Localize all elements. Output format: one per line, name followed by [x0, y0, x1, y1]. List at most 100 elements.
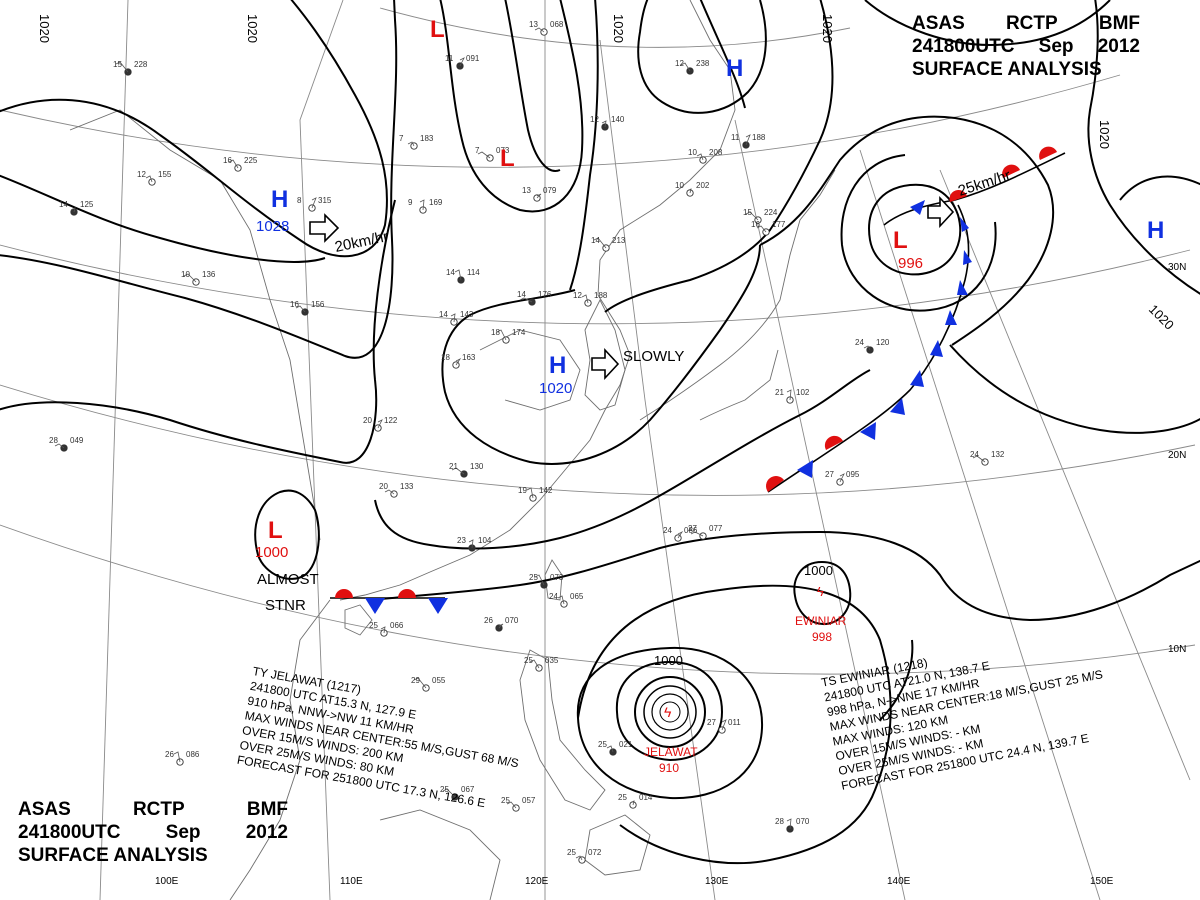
station-pressure: 122: [384, 416, 398, 425]
lon-labels: 100E 110E 120E 130E 140E 150E: [155, 876, 1114, 887]
borneo-coast: [379, 809, 501, 900]
station-pressure: 188: [594, 291, 608, 300]
isobar-ring: [634, 676, 706, 748]
station-plot: 224 15: [743, 208, 778, 224]
title-time-row: 241800UTC Sep 2012: [18, 821, 288, 844]
station-temperature: 25: [440, 785, 449, 794]
cold-front-triangle: [797, 460, 813, 478]
wind-barb: [455, 357, 462, 366]
station-temperature: 24: [855, 338, 864, 347]
station-plot: 086 24: [663, 526, 698, 542]
cold-front-triangle: [860, 422, 876, 440]
isobar-line: [1087, 0, 1200, 295]
isobar-line: [569, 0, 599, 291]
stationary-label: STNR: [265, 597, 306, 614]
station-plot: 143 14: [439, 310, 474, 326]
station-temperature: 9: [408, 198, 413, 207]
station-plot: 132 24: [970, 450, 1005, 466]
station-plot: 140 12: [590, 115, 625, 131]
wind-barb: [745, 134, 751, 146]
station-temperature: 10: [181, 270, 190, 279]
wind-barb: [459, 57, 465, 67]
isobar-line: [699, 0, 746, 109]
wind-barb: [756, 225, 767, 233]
isobar-line: [369, 530, 1200, 622]
parallel-line: [0, 524, 1196, 675]
station-temperature: 12: [590, 115, 599, 124]
wind-barb: [380, 626, 386, 634]
lon-label: 100E: [155, 876, 179, 887]
station-plot: 066 25: [369, 621, 404, 637]
cold-front-triangle: [945, 310, 957, 325]
station-temperature: 20: [379, 482, 388, 491]
warm-front-semicircle: [1039, 146, 1057, 160]
isobar-line: [604, 0, 834, 313]
wind-barb: [534, 574, 545, 586]
wind-barb: [450, 313, 456, 323]
title-time: 241800UTC: [912, 36, 1015, 57]
isobar-line: [0, 0, 388, 258]
station-plot: 035 25: [524, 656, 559, 672]
cold-front-triangle: [890, 398, 905, 415]
wind-barb: [183, 273, 197, 283]
low-center-marker: L: [893, 227, 908, 254]
station-temperature: 13: [529, 20, 538, 29]
station-plot: 163 18: [441, 353, 476, 369]
wind-barb: [601, 120, 607, 128]
title-agency-row: ASAS RCTP BMF: [912, 12, 1140, 35]
wind-barb: [972, 455, 986, 463]
station-temperature: 13: [522, 186, 531, 195]
station-pressure: 176: [538, 290, 552, 299]
wind-barb: [145, 175, 153, 183]
luzon-coast: [519, 649, 606, 811]
taiwan-coast: [544, 559, 563, 601]
station-temperature: 16: [751, 220, 760, 229]
wind-barb: [696, 153, 704, 161]
station-temperature: 25: [369, 621, 378, 630]
korea-peninsula: [584, 298, 626, 411]
title-agency: RCTP: [1005, 13, 1058, 34]
lon-label: 140E: [887, 876, 911, 887]
station-pressure: 114: [467, 268, 480, 277]
station-plot: 315 8: [297, 196, 332, 212]
station-temperature: 21: [775, 388, 784, 397]
station-temperature: 28: [775, 817, 784, 826]
station-temperature: 16: [290, 300, 299, 309]
wind-barb: [839, 473, 845, 483]
station-temperature: 15: [743, 208, 752, 217]
isobar-line: [0, 0, 398, 359]
typhoon-center-name: JELAWAT: [644, 745, 698, 759]
movement-arrow: [309, 213, 340, 243]
wind-barb: [173, 751, 181, 763]
station-temperature: 11: [731, 133, 740, 142]
station-pressure: 067: [461, 785, 475, 794]
station-pressure: 086: [186, 750, 200, 759]
title-agency: BMF: [1098, 13, 1140, 34]
wind-barb: [451, 467, 465, 475]
station-pressure: 072: [588, 848, 602, 857]
high-center-marker: H: [1147, 217, 1164, 244]
station-temperature: 7: [399, 134, 404, 143]
wind-barb: [295, 305, 306, 313]
station-plot: 122 20: [363, 416, 398, 432]
warm-front-semicircle: [824, 435, 843, 450]
lat-label: 20N: [1168, 450, 1186, 461]
station-pressure: 120: [876, 338, 890, 347]
station-plot: 077 27: [688, 524, 723, 540]
cold-front-triangle: [960, 217, 969, 232]
station-plot: 130 21: [449, 462, 484, 478]
station-pressure: 224: [764, 208, 778, 217]
wind-barb: [311, 197, 317, 209]
wind-barb: [377, 419, 383, 429]
warm-front-semicircle: [949, 189, 967, 202]
parallel-line: [0, 244, 1191, 325]
title-time: 241800UTC: [18, 822, 121, 843]
motion-arrows: [309, 195, 955, 381]
title-agency: ASAS: [18, 799, 71, 820]
station-pressure: 095: [846, 470, 860, 479]
station-plot: 208 10: [688, 148, 723, 164]
wind-barb: [536, 193, 542, 199]
